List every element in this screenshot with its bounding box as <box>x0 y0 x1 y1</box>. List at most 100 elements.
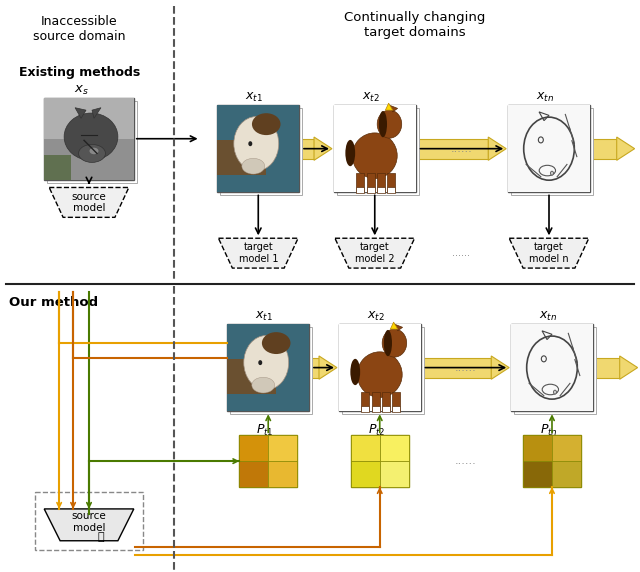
FancyBboxPatch shape <box>380 461 408 487</box>
FancyBboxPatch shape <box>351 435 380 461</box>
Text: 🔒: 🔒 <box>98 532 104 542</box>
FancyBboxPatch shape <box>239 435 268 461</box>
Polygon shape <box>388 105 397 112</box>
Polygon shape <box>44 509 134 541</box>
FancyBboxPatch shape <box>342 327 424 414</box>
FancyBboxPatch shape <box>218 105 299 192</box>
Ellipse shape <box>382 329 406 357</box>
Ellipse shape <box>248 141 252 146</box>
FancyBboxPatch shape <box>239 461 268 487</box>
Text: Inaccessible
source domain: Inaccessible source domain <box>33 15 125 43</box>
Ellipse shape <box>64 113 118 160</box>
FancyBboxPatch shape <box>372 392 380 411</box>
FancyBboxPatch shape <box>351 435 408 487</box>
Text: $P_{t1}$: $P_{t1}$ <box>257 423 274 438</box>
Text: $x_{t1}$: $x_{t1}$ <box>255 310 273 323</box>
Polygon shape <box>92 108 101 118</box>
Ellipse shape <box>346 140 355 166</box>
Text: target
model 1: target model 1 <box>239 243 278 264</box>
FancyBboxPatch shape <box>387 187 395 193</box>
FancyBboxPatch shape <box>392 406 400 412</box>
FancyBboxPatch shape <box>511 324 593 411</box>
Ellipse shape <box>377 110 402 138</box>
FancyBboxPatch shape <box>230 327 312 414</box>
FancyBboxPatch shape <box>309 358 319 378</box>
Polygon shape <box>509 238 589 268</box>
Ellipse shape <box>352 133 397 178</box>
Polygon shape <box>49 188 129 217</box>
FancyBboxPatch shape <box>44 155 71 180</box>
FancyBboxPatch shape <box>552 461 581 487</box>
FancyBboxPatch shape <box>378 187 385 193</box>
Ellipse shape <box>244 336 289 390</box>
Text: $x_{t2}$: $x_{t2}$ <box>362 91 380 104</box>
Polygon shape <box>218 238 298 268</box>
Polygon shape <box>390 322 397 329</box>
FancyBboxPatch shape <box>523 435 552 461</box>
FancyBboxPatch shape <box>514 327 596 414</box>
FancyBboxPatch shape <box>227 324 309 411</box>
FancyBboxPatch shape <box>361 406 369 412</box>
FancyBboxPatch shape <box>552 435 581 461</box>
Text: ......: ...... <box>452 248 470 258</box>
FancyBboxPatch shape <box>268 461 297 487</box>
FancyBboxPatch shape <box>339 324 420 411</box>
FancyBboxPatch shape <box>420 358 492 378</box>
FancyBboxPatch shape <box>218 105 299 192</box>
Text: target
model 2: target model 2 <box>355 243 395 264</box>
Text: $x_{t1}$: $x_{t1}$ <box>245 91 263 104</box>
FancyBboxPatch shape <box>415 139 488 158</box>
FancyBboxPatch shape <box>523 461 552 487</box>
Text: Existing methods: Existing methods <box>19 66 141 79</box>
Text: $x_{tn}$: $x_{tn}$ <box>536 91 554 104</box>
FancyBboxPatch shape <box>220 108 302 196</box>
Text: ......: ...... <box>454 363 476 372</box>
Ellipse shape <box>262 332 291 354</box>
Polygon shape <box>314 137 332 160</box>
FancyBboxPatch shape <box>382 406 390 412</box>
FancyBboxPatch shape <box>380 435 408 461</box>
Text: $P_{tn}$: $P_{tn}$ <box>540 423 558 438</box>
FancyBboxPatch shape <box>339 324 420 411</box>
FancyBboxPatch shape <box>351 461 380 487</box>
Polygon shape <box>488 137 506 160</box>
FancyBboxPatch shape <box>392 392 400 411</box>
Ellipse shape <box>234 117 279 171</box>
Text: $x_{tn}$: $x_{tn}$ <box>539 310 557 323</box>
Text: source
model: source model <box>72 192 106 213</box>
FancyBboxPatch shape <box>44 98 134 139</box>
FancyBboxPatch shape <box>218 140 266 175</box>
Ellipse shape <box>550 171 554 175</box>
FancyBboxPatch shape <box>361 392 369 411</box>
Text: source
model: source model <box>72 511 106 533</box>
FancyBboxPatch shape <box>44 98 134 180</box>
Ellipse shape <box>384 330 392 356</box>
FancyBboxPatch shape <box>337 108 419 196</box>
FancyBboxPatch shape <box>239 435 297 487</box>
FancyBboxPatch shape <box>367 187 374 193</box>
Polygon shape <box>394 324 403 331</box>
FancyBboxPatch shape <box>511 108 593 196</box>
Polygon shape <box>75 108 86 118</box>
FancyBboxPatch shape <box>334 105 415 192</box>
FancyBboxPatch shape <box>590 139 617 158</box>
FancyBboxPatch shape <box>508 105 590 192</box>
FancyBboxPatch shape <box>508 105 590 192</box>
FancyBboxPatch shape <box>356 173 364 192</box>
Ellipse shape <box>379 111 387 137</box>
Text: Our method: Our method <box>10 296 99 309</box>
FancyBboxPatch shape <box>372 406 380 412</box>
FancyBboxPatch shape <box>356 187 364 193</box>
Ellipse shape <box>350 359 360 385</box>
Polygon shape <box>620 356 637 379</box>
FancyBboxPatch shape <box>387 173 395 192</box>
FancyBboxPatch shape <box>227 324 309 411</box>
Text: ......: ...... <box>454 456 476 466</box>
Polygon shape <box>617 137 635 160</box>
Polygon shape <box>335 238 415 268</box>
Ellipse shape <box>252 378 275 393</box>
FancyBboxPatch shape <box>367 173 374 192</box>
FancyBboxPatch shape <box>268 435 297 461</box>
Text: Continually changing
target domains: Continually changing target domains <box>344 11 485 39</box>
Ellipse shape <box>357 352 402 398</box>
